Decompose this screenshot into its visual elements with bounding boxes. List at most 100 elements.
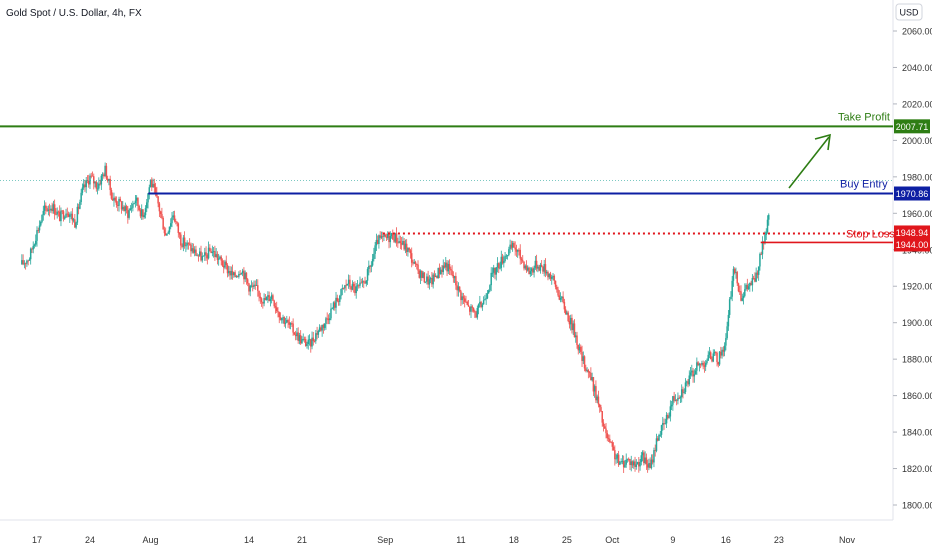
candle	[94, 181, 96, 188]
candle	[558, 290, 561, 301]
candle-body	[649, 463, 651, 468]
candle	[607, 434, 610, 442]
candle	[648, 458, 650, 471]
y-tick-label: 2060.00	[902, 27, 932, 37]
candle-body	[207, 247, 210, 259]
candle-body	[56, 211, 58, 215]
candle	[404, 239, 407, 254]
candle	[456, 281, 458, 297]
price-axis[interactable]: 1800.00 1820.00 1840.00 1860.00 1880.00 1900.…	[893, 27, 932, 511]
candle	[403, 238, 405, 251]
candle	[630, 455, 632, 472]
chart-title: Gold Spot / U.S. Dollar, 4h, FX	[6, 8, 142, 19]
candle-body	[211, 251, 214, 254]
candle-body	[400, 243, 403, 245]
candle-body	[699, 363, 702, 365]
candle-body	[321, 324, 323, 331]
candle	[674, 394, 677, 402]
candle-body	[53, 204, 56, 215]
candle	[298, 332, 301, 345]
candle-body	[422, 272, 424, 278]
candle	[581, 345, 583, 367]
candle	[664, 418, 667, 425]
x-tick-label: 24	[85, 535, 95, 545]
candle	[253, 280, 255, 290]
candle	[263, 293, 265, 307]
candle	[633, 459, 635, 469]
candle	[181, 243, 183, 249]
candle	[466, 300, 468, 306]
candle-body	[47, 209, 50, 211]
candle	[568, 315, 571, 329]
candle	[129, 205, 132, 211]
candle-body	[177, 223, 180, 233]
candle-body	[466, 301, 468, 305]
candle	[289, 322, 292, 330]
candle	[85, 176, 87, 194]
candle-body	[188, 243, 191, 245]
currency-button[interactable]: USD	[895, 3, 923, 21]
candle	[327, 314, 330, 325]
candle	[111, 192, 114, 201]
candle-body	[138, 205, 140, 211]
candle-body	[416, 264, 418, 266]
candle-body	[728, 299, 731, 315]
candle	[74, 214, 76, 228]
candle	[310, 338, 312, 353]
candle	[586, 367, 588, 373]
candle	[75, 221, 77, 230]
candle-body	[543, 264, 545, 272]
candle-body	[725, 338, 727, 346]
candle-body	[540, 264, 543, 267]
candle-body	[151, 179, 153, 188]
candle-body	[371, 259, 374, 266]
candle	[521, 255, 524, 264]
candle	[397, 237, 399, 248]
candle	[669, 400, 672, 422]
candle	[697, 361, 699, 367]
candle	[573, 319, 576, 338]
candle	[543, 259, 545, 277]
candle	[167, 230, 169, 235]
candle	[760, 251, 762, 256]
candle-body	[209, 247, 211, 252]
candle-body	[61, 210, 63, 212]
candle-body	[646, 464, 649, 468]
candle-body	[443, 265, 446, 268]
candle-body	[254, 284, 257, 286]
candle	[188, 238, 191, 246]
y-tick-label: 1920.00	[902, 282, 932, 292]
candle-body	[158, 203, 161, 212]
candle-body	[675, 399, 678, 401]
candle	[190, 242, 192, 257]
candle-body	[624, 464, 626, 468]
candle-body	[602, 422, 605, 427]
candle	[754, 272, 756, 283]
candle-body	[682, 389, 684, 393]
candle-body	[610, 441, 612, 443]
candle	[691, 364, 693, 377]
candle	[567, 310, 569, 323]
candle	[667, 413, 669, 420]
candle	[36, 226, 38, 247]
candle-body	[384, 234, 386, 237]
candle	[422, 270, 424, 279]
candle-body	[42, 210, 45, 215]
candle-body	[216, 254, 219, 260]
candle	[612, 442, 615, 451]
candle	[532, 266, 534, 276]
candle	[363, 280, 365, 289]
candle	[217, 253, 220, 266]
candle	[591, 372, 593, 382]
candle-body	[688, 375, 691, 385]
candle	[132, 200, 134, 212]
candle-body	[87, 180, 90, 185]
candle	[137, 197, 139, 212]
candle-body	[626, 458, 629, 460]
time-axis[interactable]: 17 24 Aug 14 21 Sep 11 18 25 Oct 9 16 23 Nov	[32, 535, 855, 545]
candle-body	[461, 296, 463, 301]
candle	[750, 280, 752, 286]
candle-body	[114, 197, 116, 201]
candle-body	[733, 268, 736, 274]
